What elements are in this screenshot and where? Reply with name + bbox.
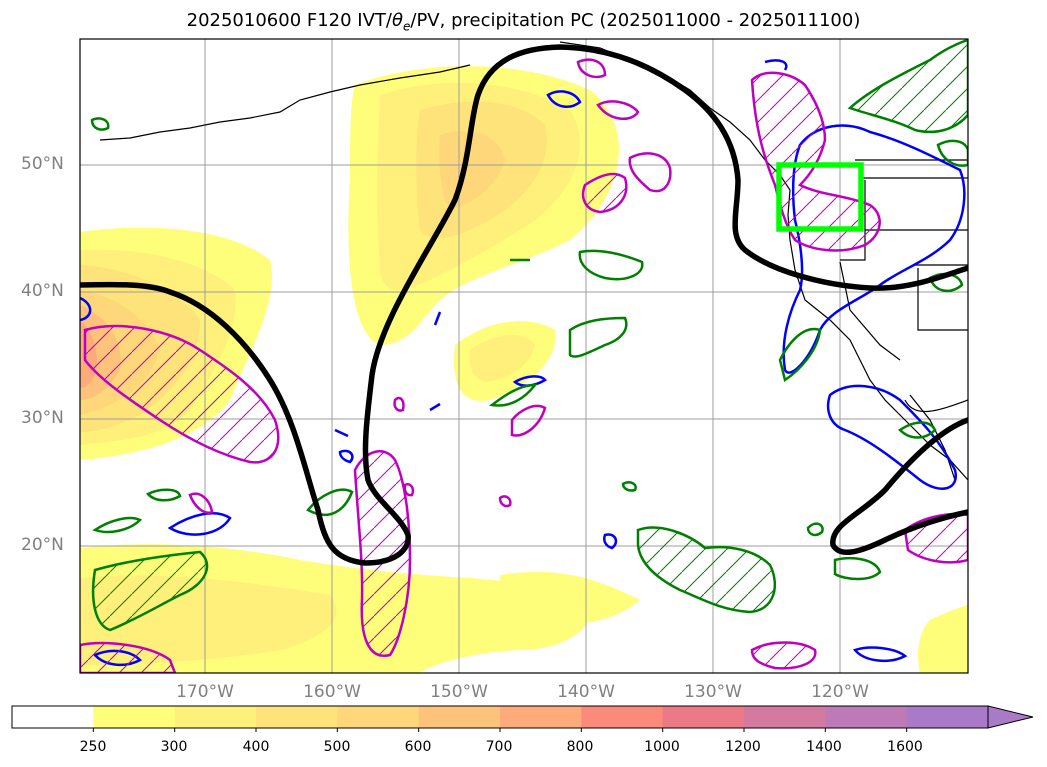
lon-label-130w: 130°W — [684, 682, 742, 702]
colorbar-tick-label: 1000 — [644, 739, 680, 755]
colorbar-segment — [418, 706, 501, 728]
colorbar-tick-label: 400 — [242, 739, 270, 755]
colorbar-segment — [500, 706, 582, 728]
colorbar-tick-label: 500 — [323, 739, 351, 755]
colorbar — [11, 705, 1034, 732]
colorbar-segment — [256, 706, 338, 728]
pv-negative-contours — [80, 59, 966, 667]
map-frame — [79, 38, 969, 674]
colorbar-tick-label: 1400 — [806, 739, 842, 755]
title-prefix: 2025010600 F120 IVT/ — [186, 10, 392, 31]
colorbar-tick-label: 250 — [79, 739, 107, 755]
theta-e-contours — [80, 44, 968, 566]
lon-label-120w: 120°W — [811, 682, 869, 702]
colorbar-segment — [662, 706, 745, 728]
colorbar-tick-label: 600 — [404, 739, 432, 755]
colorbar-segment — [581, 706, 664, 728]
colorbar-tick-label: 300 — [160, 739, 188, 755]
map-title: 2025010600 F120 IVT/θe/PV, precipitation… — [0, 10, 1047, 34]
lon-label-160w: 160°W — [303, 682, 361, 702]
colorbar-segment — [12, 706, 94, 728]
map-plot-area — [80, 39, 968, 673]
title-theta-subscript: e — [403, 19, 411, 34]
lat-label-30n: 30°N — [21, 408, 64, 428]
lon-label-170w: 170°W — [176, 682, 234, 702]
colorbar-tick-label: 700 — [485, 739, 513, 755]
colorbar-segment — [906, 706, 989, 728]
colorbar-tick-label: 800 — [566, 739, 594, 755]
colorbar-tick-label: 1200 — [725, 739, 761, 755]
lon-label-140w: 140°W — [557, 682, 615, 702]
colorbar-segment — [744, 706, 826, 728]
colorbar-segment — [337, 706, 420, 728]
lon-label-150w: 150°W — [430, 682, 488, 702]
precip-pc-contours — [80, 58, 968, 673]
colorbar-extend-arrow — [987, 705, 1034, 729]
title-theta: θ — [391, 10, 403, 31]
colorbar-segment — [825, 706, 908, 728]
lat-label-50n: 50°N — [21, 154, 64, 174]
colorbar-segment — [93, 706, 176, 728]
lat-label-20n: 20°N — [21, 535, 64, 555]
highlight-box — [776, 162, 864, 232]
colorbar-segment — [174, 706, 257, 728]
lat-label-40n: 40°N — [21, 281, 64, 301]
pv-positive-contours — [90, 39, 968, 632]
colorbar-tick-label: 1600 — [887, 739, 923, 755]
title-suffix: /PV, precipitation PC (2025011000 - 2025… — [410, 10, 861, 31]
